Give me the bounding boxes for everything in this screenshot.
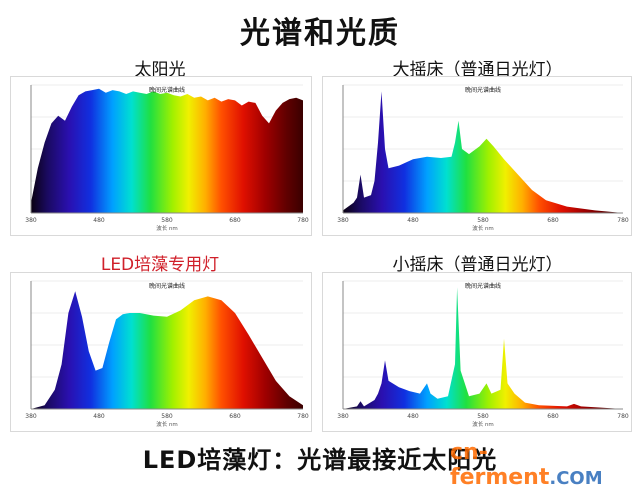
spectrum-panel-small-shaker: 380 480 580 680 780 波长 nm 晚间光谱曲线 bbox=[322, 272, 632, 432]
panel-title-large-shaker: 大摇床（普通日光灯） bbox=[392, 60, 563, 80]
x-tick-label: 380 bbox=[337, 413, 349, 420]
inner-chart-title: 晚间光谱曲线 bbox=[149, 86, 185, 94]
spectrum-panel-sunlight: 380 480 580 680 780 波长 nm 晚间光谱曲线 bbox=[10, 76, 312, 236]
x-tick-label: 480 bbox=[407, 413, 419, 420]
spectrum-area bbox=[31, 88, 303, 213]
page-title: 光谱和光质 bbox=[240, 16, 400, 51]
x-tick-label: 580 bbox=[477, 217, 489, 224]
spectrum-area bbox=[343, 287, 623, 409]
watermark-logo: cn-ferment.COM bbox=[450, 440, 640, 490]
panel-title-sunlight: 太阳光 bbox=[134, 60, 186, 80]
panel-title-small-shaker: 小摇床（普通日光灯） bbox=[392, 255, 563, 275]
watermark-suffix: .COM bbox=[549, 468, 603, 489]
x-tick-label: 580 bbox=[161, 217, 173, 224]
x-tick-label: 780 bbox=[297, 217, 309, 224]
spectrum-area bbox=[31, 291, 303, 409]
x-tick-label: 780 bbox=[617, 413, 629, 420]
x-tick-label: 680 bbox=[229, 413, 241, 420]
x-axis-label: 波长 nm bbox=[472, 224, 494, 232]
watermark-text: cn-ferment bbox=[450, 440, 550, 490]
x-tick-label: 680 bbox=[547, 217, 559, 224]
inner-chart-title: 晚间光谱曲线 bbox=[149, 282, 185, 290]
panel-title-led: LED培藻专用灯 bbox=[100, 255, 220, 275]
x-tick-label: 480 bbox=[93, 413, 105, 420]
x-tick-label: 680 bbox=[547, 413, 559, 420]
x-axis-label: 波长 nm bbox=[156, 224, 178, 232]
spectrum-chart-led: 380 480 580 680 780 波长 nm 晚间光谱曲线 bbox=[25, 280, 309, 428]
x-tick-label: 380 bbox=[25, 413, 37, 420]
x-axis-label: 波长 nm bbox=[156, 420, 178, 428]
spectrum-chart-large-shaker: 380 480 580 680 780 波长 nm 晚间光谱曲线 bbox=[337, 84, 629, 232]
x-tick-label: 680 bbox=[229, 217, 241, 224]
x-tick-label: 780 bbox=[297, 413, 309, 420]
x-tick-label: 380 bbox=[25, 217, 37, 224]
x-tick-label: 480 bbox=[93, 217, 105, 224]
spectrum-chart-sunlight: 380 480 580 680 780 波长 nm 晚间光谱曲线 bbox=[25, 84, 309, 232]
x-axis-label: 波长 nm bbox=[472, 420, 494, 428]
spectrum-chart-small-shaker: 380 480 580 680 780 波长 nm 晚间光谱曲线 bbox=[337, 280, 629, 428]
x-tick-label: 580 bbox=[477, 413, 489, 420]
x-tick-label: 380 bbox=[337, 217, 349, 224]
spectrum-panel-led: 380 480 580 680 780 波长 nm 晚间光谱曲线 bbox=[10, 272, 312, 432]
inner-chart-title: 晚间光谱曲线 bbox=[465, 86, 501, 94]
x-tick-label: 580 bbox=[161, 413, 173, 420]
inner-chart-title: 晚间光谱曲线 bbox=[465, 282, 501, 290]
footer-caption: LED培藻灯：光谱最接近太阳光 bbox=[142, 446, 498, 474]
spectrum-panel-large-shaker: 380 480 580 680 780 波长 nm 晚间光谱曲线 bbox=[322, 76, 632, 236]
x-tick-label: 480 bbox=[407, 217, 419, 224]
x-tick-label: 780 bbox=[617, 217, 629, 224]
spectrum-area bbox=[343, 91, 623, 213]
